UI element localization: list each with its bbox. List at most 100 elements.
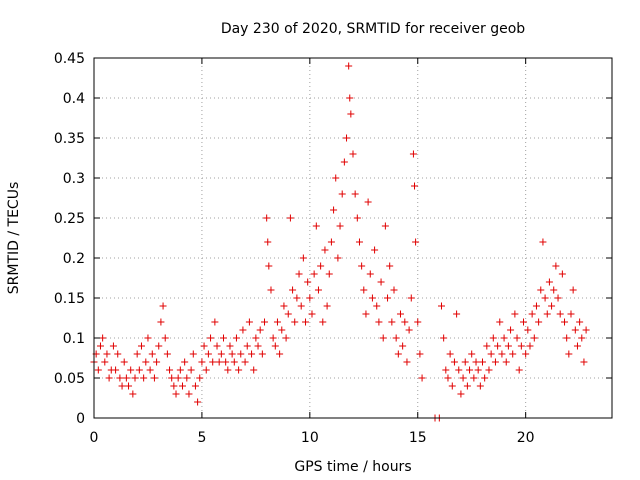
data-point	[409, 150, 417, 158]
data-point	[487, 350, 495, 358]
data-point	[181, 358, 189, 366]
data-point	[185, 390, 193, 398]
data-point	[140, 374, 148, 382]
y-tick-label: 0.35	[54, 131, 85, 147]
data-point	[330, 206, 338, 214]
data-point	[502, 358, 510, 366]
data-point	[448, 382, 456, 390]
y-tick-label: 0.25	[54, 211, 85, 227]
data-point	[455, 366, 463, 374]
data-point	[396, 310, 404, 318]
data-point	[500, 334, 508, 342]
data-point	[524, 326, 532, 334]
x-tick-label: 10	[301, 430, 319, 446]
data-point	[133, 350, 141, 358]
chart-title: Day 230 of 2020, SRMTID for receiver geo…	[221, 21, 525, 37]
data-point	[319, 318, 327, 326]
data-point	[485, 366, 493, 374]
data-point	[349, 150, 357, 158]
data-point	[289, 286, 297, 294]
data-point	[211, 318, 219, 326]
data-point	[269, 334, 277, 342]
data-point	[416, 350, 424, 358]
data-point	[153, 358, 161, 366]
data-point	[373, 302, 381, 310]
data-point	[364, 198, 372, 206]
x-tick-label: 20	[517, 430, 535, 446]
data-point	[267, 286, 275, 294]
data-point	[532, 302, 540, 310]
data-point	[379, 334, 387, 342]
x-tick-label: 15	[409, 430, 427, 446]
data-point	[550, 286, 558, 294]
data-point	[228, 350, 236, 358]
data-points	[90, 62, 590, 422]
data-point	[453, 310, 461, 318]
data-point	[476, 382, 484, 390]
data-point	[278, 326, 286, 334]
data-point	[388, 318, 396, 326]
data-point	[401, 318, 409, 326]
data-point	[191, 382, 199, 390]
data-point	[338, 190, 346, 198]
data-point	[353, 214, 361, 222]
data-point	[118, 382, 126, 390]
data-point	[166, 366, 174, 374]
data-point	[155, 342, 163, 350]
data-point	[297, 302, 305, 310]
data-point	[310, 270, 318, 278]
data-point	[411, 182, 419, 190]
data-point	[573, 342, 581, 350]
data-point	[412, 238, 420, 246]
data-point	[515, 366, 523, 374]
data-point	[293, 294, 301, 302]
data-point	[122, 374, 130, 382]
data-point	[355, 238, 363, 246]
data-point	[286, 214, 294, 222]
data-point	[561, 318, 569, 326]
data-point	[479, 358, 486, 366]
data-point	[144, 334, 152, 342]
data-point	[224, 366, 232, 374]
data-point	[468, 350, 476, 358]
data-point	[537, 286, 545, 294]
data-point	[196, 374, 204, 382]
data-point	[405, 326, 413, 334]
data-point	[556, 310, 564, 318]
data-point	[215, 358, 223, 366]
data-point	[163, 350, 171, 358]
data-point	[142, 358, 150, 366]
data-point	[264, 238, 272, 246]
data-point	[314, 286, 322, 294]
data-point	[230, 358, 238, 366]
data-point	[554, 294, 562, 302]
data-point	[332, 174, 340, 182]
x-tick-label: 0	[90, 430, 99, 446]
data-point	[535, 318, 543, 326]
data-point	[178, 382, 186, 390]
data-point	[135, 366, 143, 374]
data-point	[366, 270, 374, 278]
data-point	[105, 374, 113, 382]
data-point	[440, 334, 448, 342]
data-point	[446, 350, 454, 358]
data-point	[377, 278, 385, 286]
data-point	[526, 342, 534, 350]
data-point	[414, 318, 422, 326]
data-point	[239, 326, 247, 334]
data-point	[334, 254, 342, 262]
data-point	[470, 374, 478, 382]
data-point	[576, 318, 584, 326]
data-point	[284, 310, 292, 318]
data-point	[295, 270, 303, 278]
data-point	[150, 374, 158, 382]
data-point	[159, 302, 167, 310]
data-point	[101, 358, 109, 366]
data-point	[392, 334, 400, 342]
data-point	[243, 342, 251, 350]
data-point	[220, 334, 227, 342]
data-point	[174, 374, 182, 382]
y-axis-label: SRMTID / TECUs	[6, 182, 22, 295]
data-point	[489, 334, 497, 342]
